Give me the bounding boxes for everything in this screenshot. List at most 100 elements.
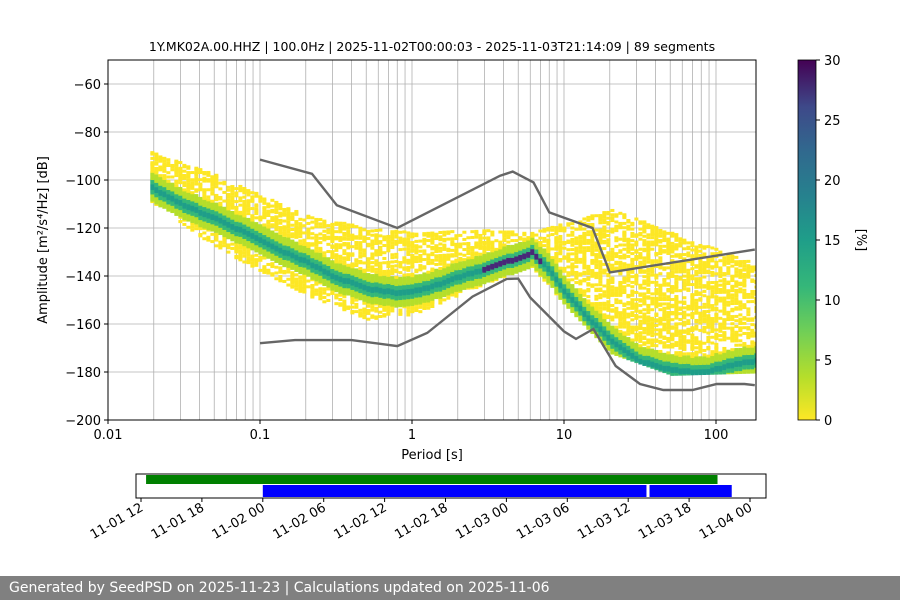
density-cell xyxy=(622,308,627,312)
density-cell xyxy=(198,168,203,172)
density-cell xyxy=(262,206,267,210)
density-cell xyxy=(270,216,275,220)
density-cell xyxy=(590,306,595,310)
density-cell xyxy=(374,262,379,266)
density-cell xyxy=(686,287,691,291)
density-cell xyxy=(382,251,387,255)
density-cell xyxy=(474,241,479,245)
density-cell xyxy=(626,315,631,319)
density-cell xyxy=(614,309,619,313)
density-cell xyxy=(230,187,235,191)
density-cell xyxy=(258,199,263,203)
density-cell xyxy=(594,244,599,248)
density-cell xyxy=(586,287,591,291)
density-cell xyxy=(654,264,659,268)
density-cell xyxy=(230,246,235,250)
density-cell xyxy=(390,267,395,271)
density-cell xyxy=(618,221,623,225)
density-cell xyxy=(410,310,415,314)
density-cell xyxy=(294,277,299,281)
density-cell xyxy=(406,250,411,254)
density-cell xyxy=(630,239,635,243)
density-cell xyxy=(630,221,635,225)
density-cell xyxy=(406,265,411,269)
density-cell xyxy=(398,265,403,269)
density-cell xyxy=(386,243,391,247)
density-cell xyxy=(274,210,279,214)
density-cell xyxy=(654,318,659,322)
density-cell xyxy=(358,311,363,315)
density-cell xyxy=(610,263,615,267)
density-cell xyxy=(298,222,303,226)
density-cell xyxy=(230,242,235,246)
density-cell xyxy=(238,203,243,207)
density-cell xyxy=(558,266,563,270)
density-cell xyxy=(434,237,439,241)
density-cell xyxy=(150,151,155,155)
density-cell xyxy=(682,320,687,324)
density-cell xyxy=(650,224,655,228)
density-cell xyxy=(606,233,611,237)
density-cell xyxy=(374,241,379,245)
density-cell xyxy=(302,280,307,284)
density-cell xyxy=(286,207,291,211)
density-cell xyxy=(314,217,319,221)
density-cell xyxy=(454,234,459,238)
density-cell xyxy=(326,235,331,239)
density-cell xyxy=(278,203,283,207)
density-cell xyxy=(470,230,475,234)
density-cell xyxy=(426,253,431,257)
density-cell xyxy=(262,197,267,201)
density-cell xyxy=(630,227,635,231)
density-cell xyxy=(486,229,491,233)
density-cell xyxy=(634,279,639,283)
density-cell xyxy=(274,228,279,232)
density-cell xyxy=(234,194,239,198)
density-cell xyxy=(390,260,395,264)
density-cell xyxy=(198,182,203,186)
density-cell xyxy=(306,227,311,231)
density-cell xyxy=(642,315,647,319)
density-cell xyxy=(602,290,607,294)
density-cell xyxy=(654,252,659,256)
density-cell xyxy=(182,188,187,192)
density-cell xyxy=(682,268,687,272)
density-cell xyxy=(334,257,339,261)
density-cell xyxy=(158,174,163,178)
density-cell xyxy=(650,302,655,306)
density-cell xyxy=(630,301,635,305)
density-cell xyxy=(474,251,479,255)
density-cell xyxy=(678,322,683,326)
density-cell xyxy=(430,231,435,235)
density-cell xyxy=(526,236,531,240)
density-cell xyxy=(654,338,659,342)
density-cell xyxy=(618,315,623,319)
density-cell xyxy=(306,221,311,225)
density-cell xyxy=(674,253,679,257)
density-cell xyxy=(662,312,667,316)
density-cell xyxy=(250,191,255,195)
density-cell xyxy=(586,264,591,268)
density-cell xyxy=(682,238,687,242)
density-cell xyxy=(646,308,651,312)
density-cell xyxy=(238,255,243,259)
density-cell xyxy=(306,236,311,240)
density-cell xyxy=(598,221,603,225)
density-cell xyxy=(314,222,319,226)
density-cell xyxy=(598,306,603,310)
density-cell xyxy=(278,230,283,234)
density-cell xyxy=(670,342,675,346)
density-cell xyxy=(218,187,223,191)
density-cell xyxy=(230,197,235,201)
density-cell xyxy=(606,300,611,304)
density-cell xyxy=(634,243,639,247)
density-cell xyxy=(386,308,391,312)
density-cell xyxy=(630,289,635,293)
density-cell xyxy=(226,243,231,247)
density-cell xyxy=(666,302,671,306)
density-cell xyxy=(278,277,283,281)
density-cell xyxy=(178,161,183,165)
density-cell xyxy=(362,261,367,265)
density-cell xyxy=(626,246,631,250)
density-cell xyxy=(626,321,631,325)
